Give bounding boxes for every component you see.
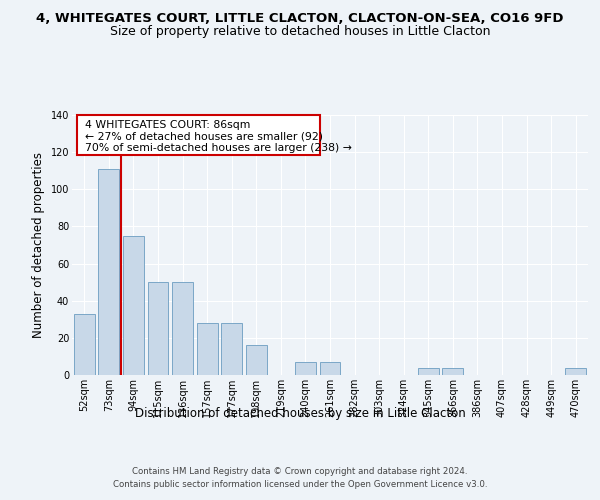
Bar	[98, 169, 119, 375]
Bar	[442, 368, 463, 375]
Bar	[320, 362, 340, 375]
Bar	[74, 314, 95, 375]
Text: Contains HM Land Registry data © Crown copyright and database right 2024.: Contains HM Land Registry data © Crown c…	[132, 468, 468, 476]
Bar	[197, 323, 218, 375]
Y-axis label: Number of detached properties: Number of detached properties	[32, 152, 45, 338]
Bar	[295, 362, 316, 375]
FancyBboxPatch shape	[77, 115, 320, 156]
Bar	[148, 282, 169, 375]
Text: Distribution of detached houses by size in Little Clacton: Distribution of detached houses by size …	[134, 408, 466, 420]
Text: 4 WHITEGATES COURT: 86sqm: 4 WHITEGATES COURT: 86sqm	[85, 120, 250, 130]
Bar	[565, 368, 586, 375]
Text: Contains public sector information licensed under the Open Government Licence v3: Contains public sector information licen…	[113, 480, 487, 489]
Bar	[221, 323, 242, 375]
Bar	[123, 236, 144, 375]
Bar	[246, 346, 267, 375]
Text: 4, WHITEGATES COURT, LITTLE CLACTON, CLACTON-ON-SEA, CO16 9FD: 4, WHITEGATES COURT, LITTLE CLACTON, CLA…	[36, 12, 564, 26]
Text: ← 27% of detached houses are smaller (92): ← 27% of detached houses are smaller (92…	[85, 131, 323, 141]
Text: Size of property relative to detached houses in Little Clacton: Size of property relative to detached ho…	[110, 25, 490, 38]
Bar	[418, 368, 439, 375]
Text: 70% of semi-detached houses are larger (238) →: 70% of semi-detached houses are larger (…	[85, 142, 352, 152]
Bar	[172, 282, 193, 375]
